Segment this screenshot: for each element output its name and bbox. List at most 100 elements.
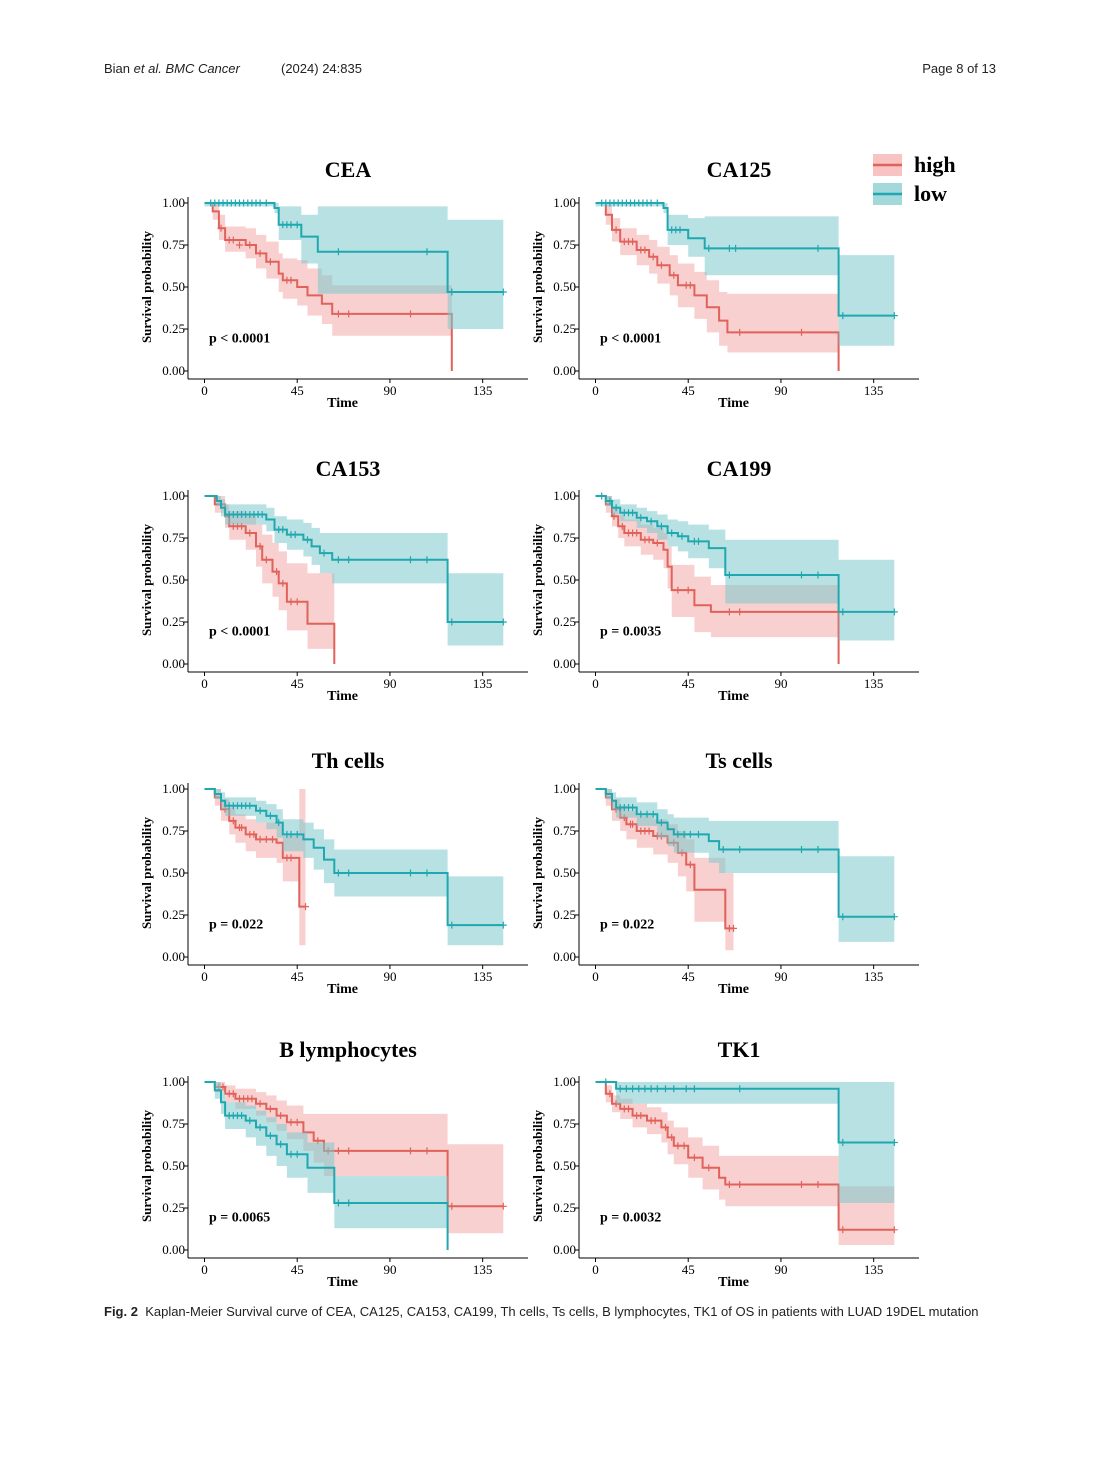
censor-mark xyxy=(602,1078,610,1086)
censor-mark xyxy=(266,812,274,820)
censor-mark xyxy=(725,244,733,252)
caption-text: Kaplan-Meier Survival curve of CEA, CA12… xyxy=(145,1304,979,1319)
x-axis-label: Time xyxy=(327,396,358,411)
censor-mark xyxy=(682,1085,690,1093)
p-value-label: p < 0.0001 xyxy=(209,624,270,639)
censor-mark xyxy=(302,903,309,911)
censor-mark xyxy=(736,1085,744,1093)
censor-mark xyxy=(275,819,283,827)
censor-mark xyxy=(719,846,727,853)
header-year-volume: (2024) 24:835 xyxy=(281,61,362,76)
censor-mark xyxy=(678,532,686,540)
y-tick-label: 0.50 xyxy=(162,865,185,880)
y-tick-label: 0.75 xyxy=(553,823,576,838)
ci-band-high xyxy=(595,1082,895,1245)
censor-mark xyxy=(814,1181,822,1188)
x-tick-label: 90 xyxy=(383,383,396,398)
y-axis-label: Survival probability xyxy=(139,816,154,929)
censor-mark xyxy=(622,1085,630,1093)
censor-mark xyxy=(598,492,606,500)
legend: high low xyxy=(873,152,956,206)
panel-title: CA199 xyxy=(707,456,772,481)
censor-mark xyxy=(258,511,266,518)
censor-mark xyxy=(657,819,665,827)
ci-band-low xyxy=(204,203,504,329)
censor-mark xyxy=(612,226,620,234)
ci-band-low xyxy=(204,496,504,646)
censor-mark xyxy=(256,807,264,815)
censor-mark xyxy=(736,608,744,616)
censor-mark xyxy=(629,509,637,517)
censor-mark xyxy=(287,276,295,284)
y-tick-label: 0.25 xyxy=(162,321,185,336)
y-tick-label: 0.25 xyxy=(162,907,185,922)
panel-title: Th cells xyxy=(312,748,385,773)
x-tick-label: 90 xyxy=(383,676,396,691)
censor-mark xyxy=(629,820,637,828)
panel-title: B lymphocytes xyxy=(279,1037,417,1062)
panel-title: CEA xyxy=(325,157,372,182)
censor-mark xyxy=(499,288,507,296)
censor-mark xyxy=(651,1117,659,1125)
y-tick-label: 0.50 xyxy=(162,1158,185,1173)
censor-mark xyxy=(618,522,626,530)
censor-mark xyxy=(736,1181,744,1188)
ci-band-high xyxy=(204,496,335,649)
ci-band-low xyxy=(595,203,895,346)
censor-mark xyxy=(647,517,655,525)
censor-mark xyxy=(256,249,264,257)
censor-mark xyxy=(334,1199,342,1207)
x-tick-label: 135 xyxy=(473,969,493,984)
censor-mark xyxy=(246,529,254,537)
censor-mark xyxy=(798,571,805,579)
censor-mark xyxy=(246,802,254,810)
ci-band-high xyxy=(204,203,452,336)
x-tick-label: 0 xyxy=(201,1262,208,1277)
x-tick-label: 135 xyxy=(473,676,493,691)
censor-mark xyxy=(633,529,641,537)
km-panel: Ts cells 0.00 0.25 0.50 0.75 1.00 0 45 90 135 Time… xyxy=(530,748,919,997)
censor-mark xyxy=(293,1118,301,1126)
x-tick-label: 45 xyxy=(291,676,304,691)
x-tick-label: 90 xyxy=(774,969,787,984)
x-tick-label: 135 xyxy=(864,676,884,691)
panel-title: CA125 xyxy=(707,157,772,182)
x-tick-label: 135 xyxy=(864,383,884,398)
censor-mark xyxy=(668,1133,676,1141)
ci-band-high xyxy=(595,789,734,951)
x-tick-label: 45 xyxy=(682,1262,695,1277)
y-tick-label: 0.25 xyxy=(553,321,576,336)
censor-mark xyxy=(705,244,713,252)
p-value-label: p < 0.0001 xyxy=(600,331,661,346)
ci-band-high xyxy=(204,1082,504,1234)
running-header-citation: Bian et al. BMC Cancer xyxy=(104,61,240,76)
censor-mark xyxy=(266,1105,274,1113)
y-tick-label: 1.00 xyxy=(553,781,576,796)
censor-mark xyxy=(641,246,649,254)
censor-mark xyxy=(674,586,682,594)
censor-mark xyxy=(705,1164,713,1172)
censor-mark xyxy=(287,1118,295,1126)
x-tick-label: 0 xyxy=(592,969,599,984)
survival-curve-low xyxy=(204,1081,449,1250)
censor-mark xyxy=(653,539,661,547)
censor-mark xyxy=(246,1117,254,1125)
censor-mark xyxy=(287,1150,295,1158)
legend-label-low: low xyxy=(914,181,947,206)
censor-mark xyxy=(499,618,507,626)
censor-mark xyxy=(680,1142,688,1150)
censor-mark xyxy=(334,248,342,256)
censor-mark xyxy=(695,830,702,838)
y-tick-label: 0.50 xyxy=(553,865,576,880)
censor-mark xyxy=(334,869,342,877)
y-tick-label: 0.00 xyxy=(553,656,576,671)
ci-band-high xyxy=(595,203,839,353)
x-tick-label: 0 xyxy=(201,383,208,398)
censor-mark xyxy=(662,1085,669,1093)
y-tick-label: 0.50 xyxy=(162,572,185,587)
censor-mark xyxy=(798,846,805,853)
y-tick-label: 0.50 xyxy=(553,572,576,587)
panel-title: TK1 xyxy=(718,1037,761,1062)
y-axis-label: Survival probability xyxy=(139,523,154,636)
censor-mark xyxy=(448,921,456,929)
